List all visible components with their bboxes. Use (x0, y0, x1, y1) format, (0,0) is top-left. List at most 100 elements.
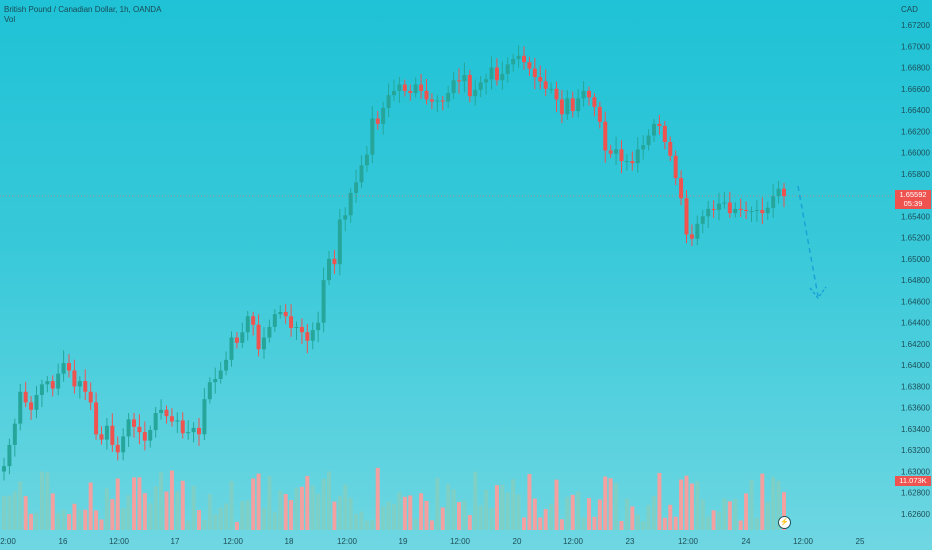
volume-bar (435, 477, 440, 530)
volume-bar (500, 484, 505, 530)
volume-bar (272, 512, 277, 530)
candle-body (39, 384, 44, 395)
candle-body (267, 326, 272, 338)
candle-body (462, 74, 467, 82)
volume-bar (186, 520, 191, 530)
candle-body (771, 196, 776, 208)
candle-body (603, 121, 608, 151)
volume-bar (77, 509, 82, 530)
volume-bar (597, 499, 602, 530)
volume-bar (56, 513, 61, 530)
volume-bar (614, 482, 619, 530)
y-tick-label: 1.66400 (901, 106, 930, 115)
candle-body (706, 208, 711, 217)
candle-body (283, 312, 288, 317)
candle-body (484, 79, 489, 83)
volume-bar (207, 494, 212, 530)
volume-bar (213, 514, 218, 530)
candle-body (505, 64, 510, 74)
volume-bar (413, 518, 418, 530)
y-tick-label: 1.63600 (901, 404, 930, 413)
x-tick-label: 23 (626, 537, 635, 546)
candle-body (776, 188, 781, 197)
candle-body (202, 399, 207, 435)
candle-body (56, 373, 61, 389)
volume-bar (473, 471, 478, 530)
volume-bar (23, 496, 28, 530)
volume-bar (251, 478, 256, 530)
candle-body (294, 326, 299, 328)
volume-bar (359, 511, 364, 530)
candle-body (711, 208, 716, 210)
volume-bar (310, 485, 315, 530)
candle-body (494, 67, 499, 81)
volume-bar (727, 501, 732, 530)
volume-bar (305, 475, 310, 530)
volume-bar (142, 493, 147, 530)
y-tick-label: 1.67000 (901, 42, 930, 51)
volume-bar (451, 489, 456, 530)
volume-bar (641, 521, 646, 530)
volume-bar (39, 471, 44, 530)
candle-body (733, 208, 738, 214)
volume-bar (782, 492, 786, 530)
candle-body (327, 258, 331, 281)
candle-body (614, 149, 619, 154)
x-tick-label: 12:00 (223, 537, 244, 546)
candle-body (262, 337, 266, 350)
candle-body (164, 409, 169, 417)
candle-body (142, 432, 147, 441)
candle-body (538, 77, 543, 82)
volume-bar (115, 478, 120, 530)
candle-body (722, 202, 727, 204)
candle-body (45, 381, 50, 385)
volume-bar (543, 509, 548, 530)
candle-body (386, 95, 391, 108)
y-tick-label: 1.65800 (901, 170, 930, 179)
replay-icon[interactable]: ⚡ (778, 516, 791, 529)
y-tick-label: 1.66600 (901, 85, 930, 94)
candle-body (397, 84, 402, 91)
volume-bar (180, 480, 185, 530)
candle-body (207, 382, 212, 400)
x-tick-label: 19 (399, 537, 408, 546)
volume-bar (570, 494, 575, 530)
volume-bar (121, 508, 126, 530)
volume-bar (316, 493, 321, 530)
candle-body (137, 426, 142, 433)
volume-bar (18, 481, 23, 530)
candle-body (272, 314, 277, 327)
y-tick-label: 1.65200 (901, 234, 930, 243)
y-tick-label: 1.62600 (901, 510, 930, 519)
y-tick-label: 1.65400 (901, 212, 930, 221)
candle-body (646, 135, 651, 146)
last-price-tag: 1.65592 (895, 190, 931, 200)
volume-bar (402, 496, 407, 530)
y-tick-label: 1.67200 (901, 21, 930, 30)
candle-body (782, 188, 786, 197)
candle-body (343, 215, 348, 220)
candle-body (619, 149, 624, 162)
volume-bar (673, 516, 678, 530)
volume-bar (88, 482, 93, 530)
candle-body (126, 419, 131, 437)
volume-bar (7, 495, 12, 530)
candle-body (213, 378, 218, 383)
volume-bar (45, 472, 50, 530)
candle-body (549, 88, 554, 90)
candle-body (478, 82, 483, 90)
candle-body (256, 324, 261, 350)
volume-bar (321, 478, 326, 530)
volume-bar (684, 475, 689, 530)
volume-bar (738, 520, 743, 530)
volume-bar (630, 506, 635, 530)
volume-bar (516, 494, 521, 530)
volume-bar (126, 495, 131, 530)
candle-body (370, 118, 375, 155)
volume-bar (652, 496, 656, 530)
volume-bar (505, 492, 510, 530)
candle-body (88, 391, 93, 403)
currency-label: CAD (901, 5, 918, 14)
